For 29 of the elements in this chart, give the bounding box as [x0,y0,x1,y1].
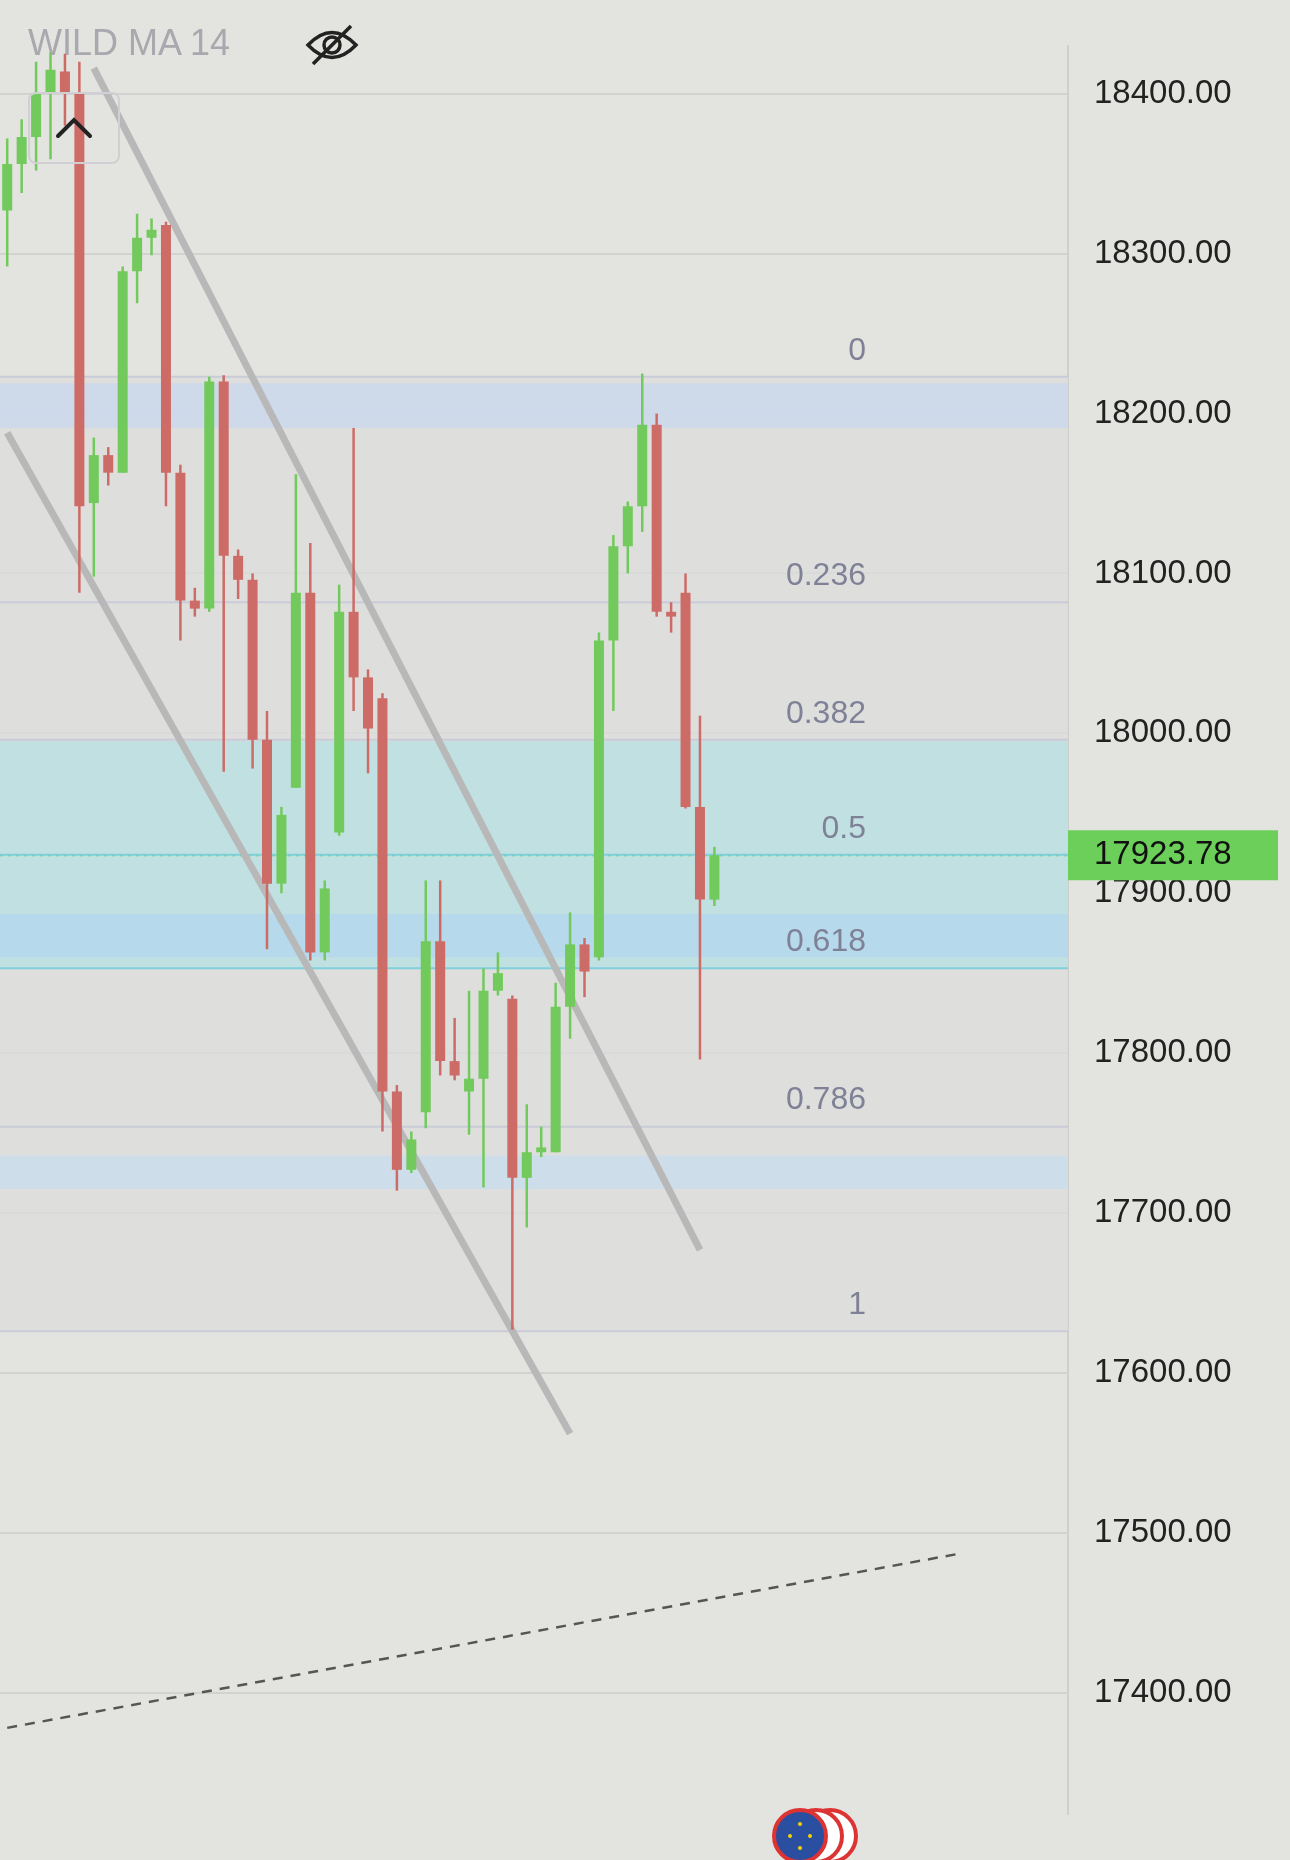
y-tick-label: 18300.00 [1094,232,1232,270]
annotation: 0.618 [785,922,866,959]
y-tick-label: 17500.00 [1094,1511,1232,1549]
annotation: WILD MA 14 [28,21,231,63]
y-tick-label: 17600.00 [1094,1351,1232,1389]
y-tick-label: 18100.00 [1094,552,1232,590]
annotation: 0.786 [785,1080,866,1117]
candlestick [536,1125,547,1159]
y-tick-label: 17900.00 [1094,872,1232,910]
candlestick [103,445,114,487]
candlestick [146,217,157,257]
y-tick-label: 18400.00 [1094,72,1232,110]
candlestick [666,600,677,634]
annotation: 1 [848,1285,866,1322]
annotation: 0.236 [785,556,866,593]
y-tick-label: 18000.00 [1094,712,1232,750]
candlestick [449,1016,460,1082]
candlestick [464,989,475,1136]
annotation: 0.382 [785,693,866,730]
candlestick [492,951,503,997]
annotation: 0 [848,330,866,367]
y-tick-label: 17400.00 [1094,1671,1232,1709]
candlestick [189,586,200,618]
y-tick-label: 17700.00 [1094,1192,1232,1230]
ref-line-label: 17923.78 [1094,834,1232,872]
candlestick [233,548,244,601]
annotation: 0.5 [821,808,866,845]
y-tick-label: 17800.00 [1094,1032,1232,1070]
y-tick-label: 18200.00 [1094,392,1232,430]
